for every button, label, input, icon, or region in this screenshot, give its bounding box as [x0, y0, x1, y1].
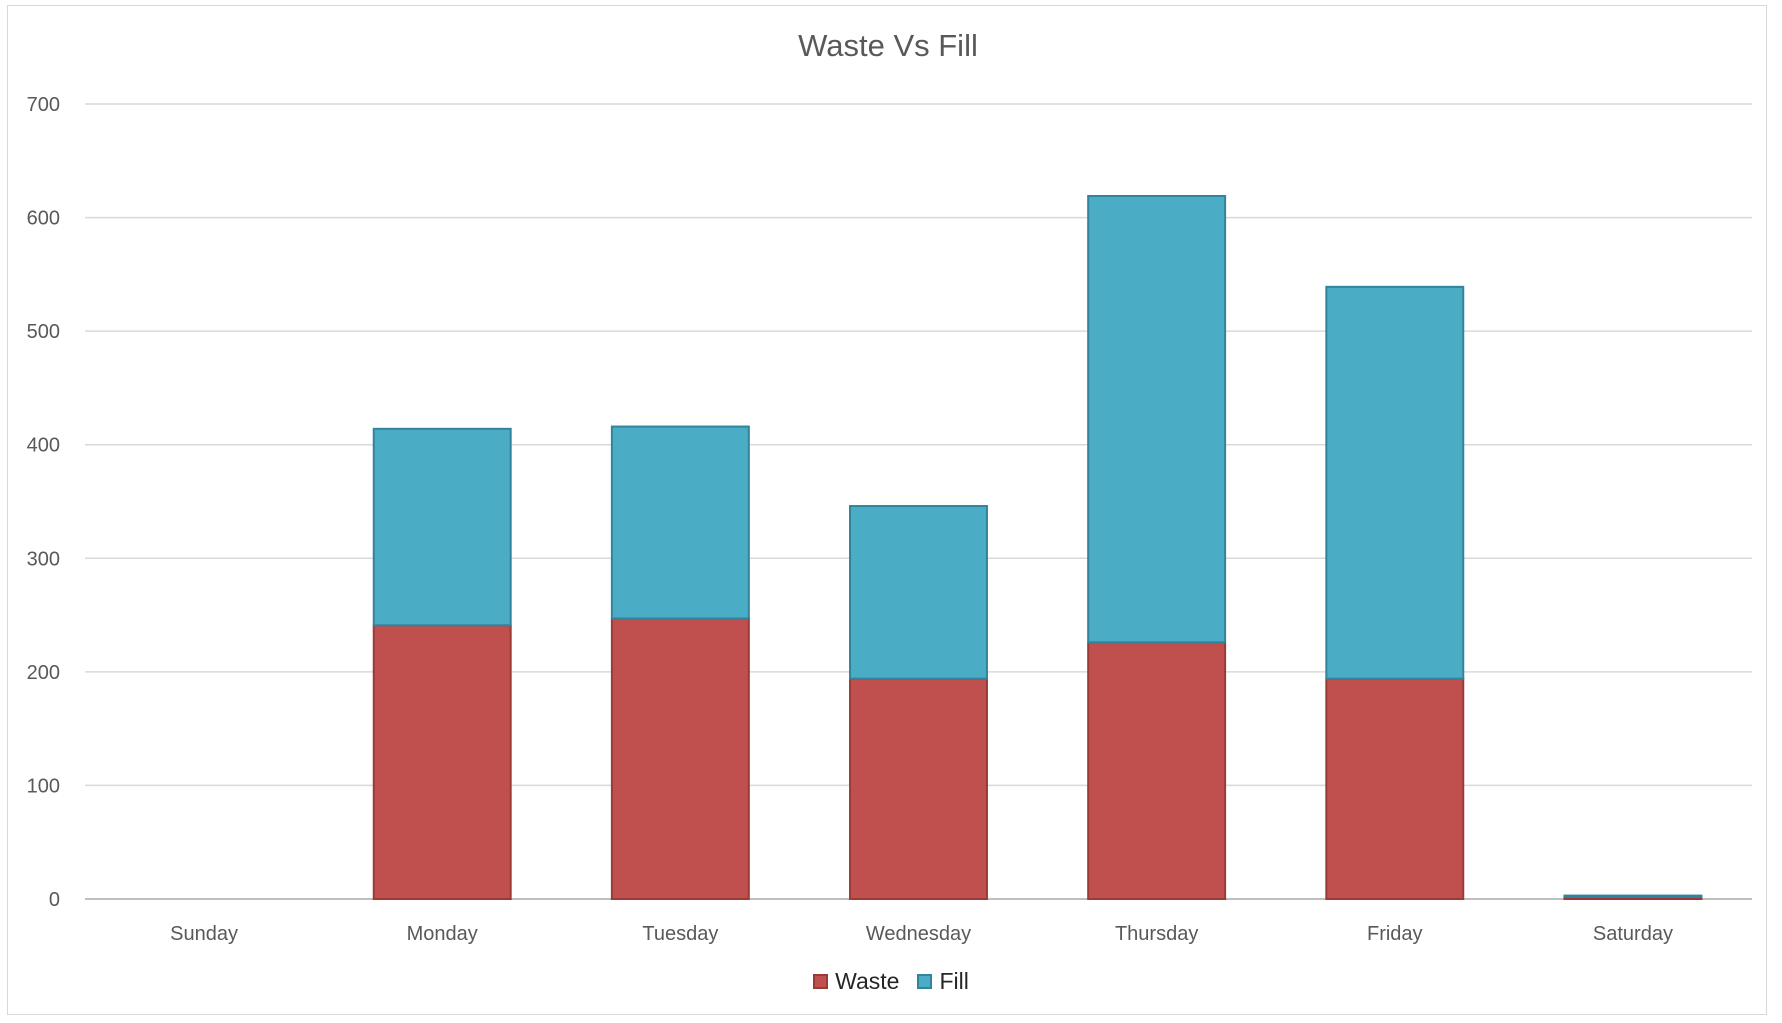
y-tick-label: 200 — [27, 662, 60, 684]
x-tick-label: Wednesday — [866, 923, 971, 945]
y-axis: 0 100 200 300 400 500 600 700 — [27, 94, 60, 911]
bar-waste-monday — [372, 624, 512, 900]
bars — [372, 194, 1703, 901]
bar-fill-tuesday — [610, 425, 750, 620]
bar-waste-thursday — [1087, 641, 1227, 900]
legend-item-fill: Fill — [917, 968, 969, 995]
legend-label-waste: Waste — [835, 968, 900, 994]
y-tick-label: 300 — [27, 548, 60, 570]
bar-fill-friday — [1325, 285, 1465, 680]
y-tick-label: 100 — [27, 775, 60, 797]
legend-label-fill: Fill — [939, 968, 969, 994]
bar-waste-tuesday — [610, 617, 750, 900]
legend-swatch-waste — [813, 974, 829, 989]
x-tick-label: Sunday — [170, 923, 238, 945]
bar-waste-wednesday — [849, 677, 988, 901]
x-tick-label: Friday — [1367, 923, 1423, 945]
x-axis: Sunday Monday Tuesday Wednesday Thursday Frid… — [170, 923, 1673, 945]
bar-fill-monday — [372, 427, 512, 627]
bar-fill-saturday — [1563, 894, 1703, 898]
y-tick-label: 600 — [27, 208, 60, 230]
x-tick-label: Thursday — [1115, 923, 1198, 945]
y-tick-label: 700 — [27, 94, 60, 116]
y-tick-label: 500 — [27, 321, 60, 343]
bar-waste-friday — [1325, 677, 1465, 901]
y-tick-label: 0 — [49, 889, 60, 911]
x-tick-label: Tuesday — [642, 923, 718, 945]
legend: Waste Fill — [0, 968, 1782, 995]
legend-item-waste: Waste — [813, 968, 899, 995]
chart-title: Waste Vs Fill — [798, 28, 978, 63]
y-tick-label: 400 — [27, 435, 60, 457]
x-tick-label: Monday — [407, 923, 478, 945]
legend-swatch-fill — [917, 974, 933, 989]
x-tick-label: Saturday — [1593, 923, 1673, 945]
bar-fill-thursday — [1087, 194, 1227, 644]
bar-fill-wednesday — [849, 505, 988, 680]
